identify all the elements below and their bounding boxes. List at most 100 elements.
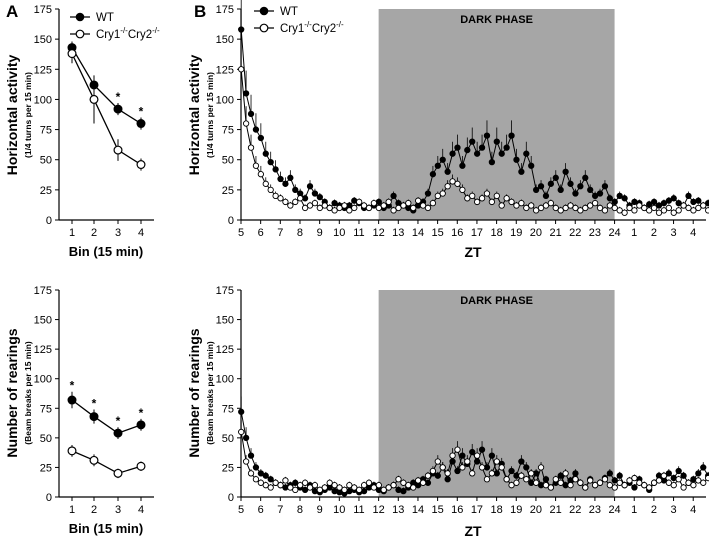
data-point-wt [316, 193, 323, 201]
data-point-ko [331, 207, 338, 214]
y-tick-label: 25 [40, 462, 52, 474]
data-point-ko [67, 446, 77, 456]
data-point-ko [306, 202, 314, 209]
y-tick-label: 75 [40, 403, 52, 415]
x-axis-label: ZT [464, 523, 482, 539]
x-tick-label: 10 [333, 504, 345, 516]
data-point-wt [552, 174, 559, 181]
data-point-ko [429, 199, 437, 207]
series-line-wt [71, 399, 142, 434]
data-point-wt [444, 476, 451, 483]
data-point-ko [89, 455, 99, 465]
data-point-ko [292, 198, 299, 206]
data-point-wt [655, 202, 663, 209]
legend-wt-marker [75, 12, 85, 22]
data-point-ko [660, 472, 668, 479]
data-point-wt [700, 464, 707, 471]
x-tick-label: 17 [471, 227, 483, 239]
data-point-wt [454, 467, 461, 475]
data-point-ko [700, 202, 707, 209]
data-point-ko [587, 202, 594, 209]
data-point-ko [537, 204, 545, 212]
data-point-ko [498, 464, 505, 471]
data-point-wt [572, 470, 579, 477]
x-tick-label: 21 [549, 227, 561, 239]
data-point-ko [493, 458, 500, 465]
data-point-ko [577, 479, 584, 486]
y-tick-label: 50 [40, 433, 52, 445]
data-point-ko [552, 204, 559, 212]
x-axis-label: Bin (15 min) [69, 521, 143, 536]
data-point-wt [267, 158, 274, 166]
data-point-wt [444, 168, 451, 175]
data-point-wt [611, 477, 618, 484]
x-tick-label: 16 [451, 504, 463, 516]
data-point-wt [532, 186, 540, 194]
y-tick-label: 0 [228, 215, 234, 227]
data-point-ko [626, 204, 633, 212]
data-point-ko [439, 464, 446, 471]
data-point-ko [311, 482, 319, 489]
data-point-ko [277, 482, 284, 489]
legend-ko-sup1: -/- [304, 20, 312, 29]
x-tick-label: 19 [510, 227, 522, 239]
x-tick-label: 20 [530, 227, 542, 239]
x-tick-label: 12 [373, 227, 385, 239]
data-point-ko [636, 202, 643, 209]
data-point-ko [395, 476, 402, 483]
legend-ko-label: Cry1-/-Cry2-/- [280, 20, 344, 35]
y-tick-label: 75 [222, 403, 234, 415]
data-point-wt [611, 198, 618, 206]
data-point-ko [356, 486, 363, 494]
data-point-ko [528, 470, 535, 477]
data-point-wt [449, 150, 456, 157]
data-point-wt [488, 452, 496, 459]
data-point-wt [136, 119, 146, 129]
data-point-ko [341, 486, 348, 494]
significance-marker: * [139, 105, 144, 119]
data-point-wt [257, 470, 265, 477]
data-point-ko [375, 482, 382, 489]
data-point-wt [252, 464, 260, 471]
data-point-wt [262, 150, 269, 157]
data-point-ko [346, 207, 353, 214]
data-point-wt [557, 186, 564, 194]
legend-ko-base: Cry1 [96, 29, 120, 41]
data-point-ko [113, 468, 123, 478]
legend-ko-marker [259, 23, 269, 33]
data-point-wt [67, 395, 77, 405]
data-point-ko [449, 178, 456, 185]
y-tick-label: 175 [216, 285, 234, 297]
x-tick-label: 11 [353, 504, 364, 516]
data-point-ko [572, 476, 579, 483]
data-point-ko [311, 199, 319, 207]
data-point-ko [508, 482, 515, 489]
y-tick-label: 100 [216, 374, 234, 386]
data-point-ko [405, 199, 412, 207]
x-tick-label: 3 [670, 504, 676, 516]
data-point-ko [532, 207, 540, 214]
x-tick-label: 7 [277, 504, 283, 516]
data-point-wt [508, 467, 515, 475]
data-point-wt [523, 464, 530, 471]
data-point-wt [518, 168, 525, 175]
data-point-wt [660, 199, 668, 207]
legend-ko-sup1: -/- [120, 26, 128, 35]
x-tick-label: 13 [392, 227, 404, 239]
data-point-ko [508, 198, 515, 206]
data-point-ko [238, 66, 245, 73]
data-point-wt [488, 158, 496, 166]
y-tick-label: 75 [40, 125, 52, 137]
data-point-ko [552, 476, 559, 483]
data-point-ko [410, 204, 417, 212]
data-point-ko [567, 482, 574, 489]
data-point-ko [360, 482, 368, 489]
data-point-ko [695, 477, 702, 484]
x-tick-label: 21 [549, 504, 561, 516]
y-axis-sublabel: (1/4 turns per 15 min) [205, 72, 215, 158]
data-point-wt [242, 90, 250, 97]
data-point-ko [636, 479, 643, 486]
data-point-wt [400, 487, 407, 495]
data-point-ko [390, 482, 397, 489]
y-tick-label: 125 [216, 64, 234, 76]
